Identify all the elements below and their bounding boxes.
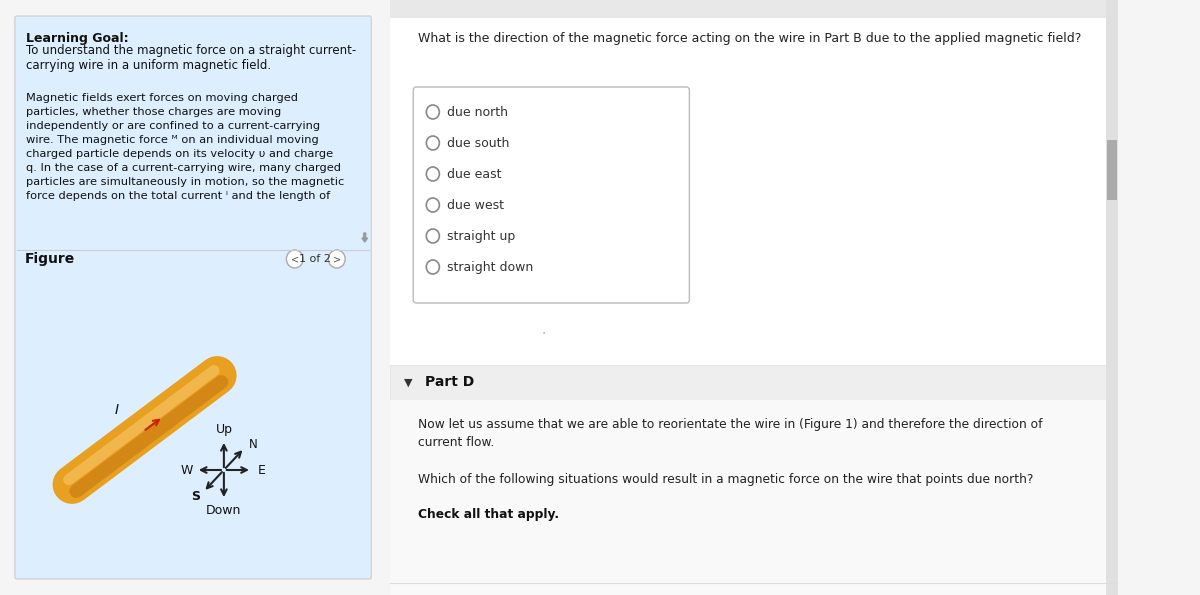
Text: straight up: straight up bbox=[446, 230, 515, 243]
Bar bbox=[390, 365, 1116, 400]
Text: I: I bbox=[114, 403, 119, 417]
Circle shape bbox=[426, 105, 439, 119]
Text: Figure: Figure bbox=[24, 252, 74, 266]
Circle shape bbox=[426, 167, 439, 181]
Text: due east: due east bbox=[446, 168, 502, 180]
Text: Part D: Part D bbox=[425, 375, 475, 390]
Circle shape bbox=[329, 250, 346, 268]
Text: Learning Goal:: Learning Goal: bbox=[26, 32, 128, 45]
Text: N: N bbox=[248, 437, 257, 450]
Text: What is the direction of the magnetic force acting on the wire in Part B due to : What is the direction of the magnetic fo… bbox=[418, 32, 1081, 45]
Text: straight down: straight down bbox=[446, 261, 533, 274]
Text: Magnetic fields exert forces on moving charged
particles, whether those charges : Magnetic fields exert forces on moving c… bbox=[26, 93, 344, 201]
Bar bbox=[1106, 0, 1117, 595]
Text: <: < bbox=[290, 254, 299, 264]
Bar bbox=[390, 400, 1116, 595]
Text: .: . bbox=[541, 323, 546, 337]
Text: Which of the following situations would result in a magnetic force on the wire t: Which of the following situations would … bbox=[418, 473, 1033, 486]
Bar bbox=[1108, 140, 1117, 200]
Circle shape bbox=[426, 260, 439, 274]
FancyArrow shape bbox=[362, 233, 367, 242]
Text: ▼: ▼ bbox=[404, 377, 413, 387]
Text: E: E bbox=[257, 464, 265, 477]
Text: S: S bbox=[191, 490, 200, 503]
Circle shape bbox=[287, 250, 304, 268]
FancyBboxPatch shape bbox=[413, 87, 689, 303]
Text: 1 of 2: 1 of 2 bbox=[299, 254, 331, 264]
Text: Down: Down bbox=[206, 503, 241, 516]
Text: due south: due south bbox=[446, 136, 509, 149]
Text: Check all that apply.: Check all that apply. bbox=[418, 508, 559, 521]
Text: To understand the magnetic force on a straight current-
carrying wire in a unifo: To understand the magnetic force on a st… bbox=[26, 44, 356, 72]
Text: >: > bbox=[332, 254, 341, 264]
Bar bbox=[390, 0, 1116, 595]
Text: due north: due north bbox=[446, 105, 508, 118]
Circle shape bbox=[426, 136, 439, 150]
Text: due west: due west bbox=[446, 199, 504, 211]
Text: W: W bbox=[180, 464, 193, 477]
Bar bbox=[390, 0, 1116, 18]
Circle shape bbox=[426, 229, 439, 243]
FancyBboxPatch shape bbox=[14, 16, 371, 579]
Circle shape bbox=[59, 471, 85, 499]
Text: Up: Up bbox=[215, 424, 233, 437]
Text: Now let us assume that we are able to reorientate the wire in (Figure 1) and the: Now let us assume that we are able to re… bbox=[418, 418, 1043, 449]
Circle shape bbox=[426, 198, 439, 212]
